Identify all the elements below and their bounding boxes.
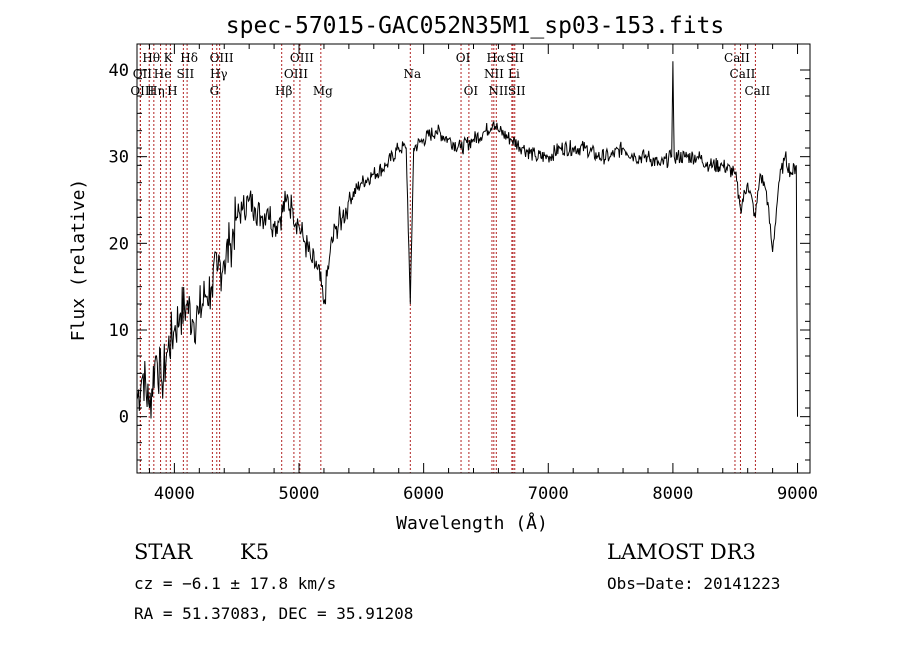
- line-label-6: Hα: [487, 51, 506, 65]
- object-class: STAR: [134, 540, 193, 564]
- line-label-20: H: [167, 84, 177, 98]
- x-axis-label: Wavelength (Å): [396, 512, 548, 534]
- line-label-12: Hγ: [210, 67, 228, 81]
- line-label-0: Hθ: [142, 51, 160, 65]
- line-label-13: OIII: [284, 67, 308, 81]
- x-tick-label-5: 9000: [777, 484, 818, 504]
- line-label-18: OIII: [130, 84, 154, 98]
- x-tick-label-4: 8000: [652, 484, 693, 504]
- y-axis-ticks: 0 10 20 30 40: [109, 61, 810, 461]
- y-tick-label-2: 20: [109, 234, 129, 254]
- line-label-17: Na: [403, 67, 421, 81]
- x-tick-label-1: 5000: [279, 484, 320, 504]
- chart-title: spec-57015-GAC052N35M1_sp03-153.fits: [226, 13, 725, 39]
- x-tick-label-0: 4000: [154, 484, 195, 504]
- spectrum-line: [136, 61, 798, 419]
- line-label-11: SII: [177, 67, 195, 81]
- x-axis-ticks: 4000 5000 6000 7000 8000 9000: [148, 44, 818, 504]
- line-label-4: OIII: [290, 51, 314, 65]
- object-subclass: K5: [240, 540, 270, 564]
- line-label-25: NII: [488, 84, 508, 98]
- line-label-21: G: [210, 84, 220, 98]
- line-label-1: K: [164, 51, 174, 65]
- y-tick-label-0: 0: [119, 408, 129, 428]
- y-tick-label-1: 10: [109, 321, 129, 341]
- line-label-16: CaII: [730, 67, 756, 81]
- line-label-9: OII: [133, 67, 153, 81]
- redshift-velocity: cz = −6.1 ± 17.8 km/s: [134, 574, 337, 593]
- sky-coordinates: RA = 51.37083, DEC = 35.91208: [134, 604, 414, 623]
- plot-frame: [136, 43, 811, 474]
- line-label-2: Hδ: [180, 51, 198, 65]
- line-label-27: CaII: [744, 84, 770, 98]
- y-tick-label-3: 30: [109, 148, 129, 168]
- line-label-19: Hη: [147, 84, 165, 98]
- x-tick-label-2: 6000: [403, 484, 444, 504]
- survey-name: LAMOST DR3: [607, 540, 756, 564]
- line-label-15: Li: [508, 67, 520, 81]
- line-label-14: NII: [484, 67, 504, 81]
- line-label-5: OI: [456, 51, 471, 65]
- line-label-8: CaII: [724, 51, 750, 65]
- observation-date: Obs−Date: 20141223: [607, 574, 781, 593]
- x-tick-label-3: 7000: [528, 484, 569, 504]
- line-label-23: Mg: [313, 84, 333, 98]
- line-label-24: OI: [464, 84, 479, 98]
- line-label-7: SII: [506, 51, 524, 65]
- line-label-26: SII: [508, 84, 526, 98]
- line-label-22: Hβ: [275, 84, 292, 98]
- line-label-3: OIII: [210, 51, 234, 65]
- emission-line-markers: [139, 44, 756, 473]
- y-axis-label: Flux (relative): [68, 179, 89, 342]
- y-tick-label-4: 40: [109, 61, 129, 81]
- line-label-10: He: [154, 67, 172, 81]
